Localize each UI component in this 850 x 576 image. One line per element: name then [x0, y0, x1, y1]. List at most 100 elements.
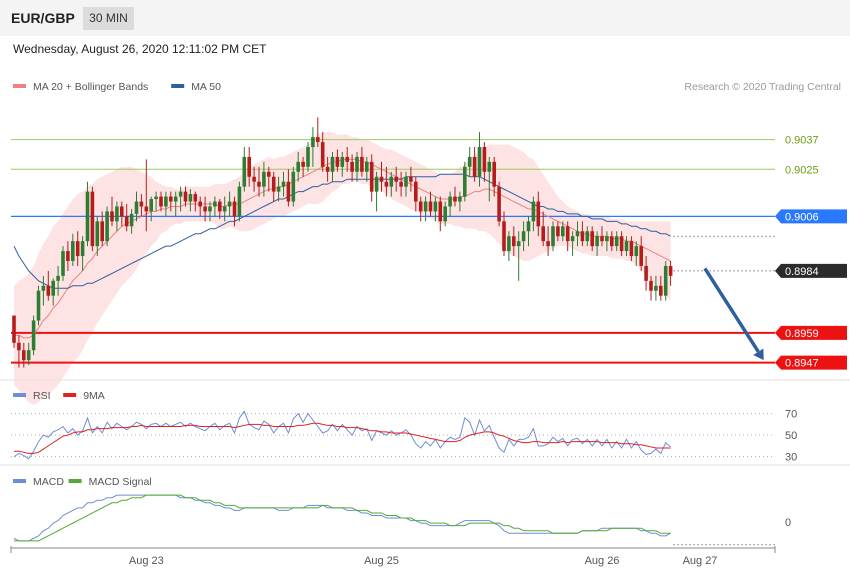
candle-body	[271, 176, 276, 192]
candle	[610, 231, 614, 252]
candle	[644, 256, 648, 291]
candle	[374, 171, 379, 212]
candle-body	[311, 137, 315, 147]
candle	[90, 186, 95, 252]
candle-body	[218, 201, 222, 212]
candle-body	[247, 156, 251, 177]
candle	[17, 335, 21, 368]
candle	[595, 231, 599, 257]
last-price-tag-bg	[775, 263, 847, 278]
candle-body	[198, 201, 202, 207]
legend-label-0: MA 20 + Bollinger Bands	[33, 81, 148, 93]
candle	[144, 159, 149, 232]
level-label-0: 0.9037	[785, 135, 819, 147]
candle	[164, 191, 168, 217]
candle	[120, 201, 124, 227]
candle-body	[56, 275, 60, 281]
candle	[325, 156, 330, 182]
candle	[414, 176, 418, 212]
bollinger-band	[14, 132, 671, 405]
candle	[193, 191, 198, 212]
candle-body	[649, 280, 653, 291]
macd_signal-line	[14, 494, 671, 542]
candle	[614, 231, 619, 252]
candle-body	[414, 181, 418, 202]
candle	[443, 201, 447, 227]
rsi-tick-label: 50	[785, 430, 797, 442]
legend-swatch-1	[171, 84, 185, 88]
candle-body	[654, 285, 658, 291]
candle-body	[365, 161, 369, 172]
level-tag-4: 0.8947	[775, 355, 847, 370]
candle-body	[22, 350, 26, 361]
candle	[178, 186, 183, 212]
candle	[296, 151, 300, 182]
candle	[546, 226, 550, 257]
rsi-line	[13, 410, 671, 460]
candle	[531, 196, 536, 232]
candle-body	[639, 246, 643, 266]
candle	[423, 196, 428, 222]
candle	[291, 166, 296, 207]
candle	[159, 191, 163, 212]
candle-body	[512, 236, 516, 247]
rsi-legend-label-0: RSI	[33, 390, 51, 402]
candle	[173, 191, 178, 217]
candle	[619, 231, 624, 257]
candle-body	[222, 206, 227, 212]
candle	[237, 181, 242, 222]
x-tick-label: Aug 26	[585, 555, 620, 567]
timeframe-badge[interactable]: 30 MIN	[83, 7, 134, 30]
candle-body	[614, 236, 619, 247]
candle	[257, 166, 261, 197]
candle-body	[232, 201, 237, 217]
candle-body	[203, 206, 207, 212]
datetime-label: Wednesday, August 26, 2020 12:11:02 PM C…	[13, 42, 267, 56]
candle	[472, 147, 477, 182]
candle	[276, 176, 281, 202]
candle-body	[551, 226, 555, 247]
candle-body	[208, 206, 212, 212]
candle-body	[17, 342, 21, 351]
candle-body	[467, 156, 472, 167]
candle	[394, 166, 398, 192]
candle-body	[384, 181, 389, 187]
candle-body	[267, 171, 271, 177]
candle-body	[340, 156, 345, 167]
candle	[654, 275, 658, 301]
candle-body	[75, 241, 80, 257]
candle	[71, 233, 75, 266]
candle	[379, 161, 384, 192]
candle	[134, 191, 139, 222]
candle	[565, 221, 570, 252]
candle	[12, 315, 16, 348]
level-tag-3: 0.8959	[775, 325, 847, 340]
candle-body	[213, 201, 217, 207]
candle-body	[629, 241, 634, 257]
rsi-legend-label-1: 9MA	[83, 390, 105, 402]
candle-body	[443, 206, 447, 222]
candle-body	[453, 196, 457, 202]
candle	[208, 201, 212, 222]
candle	[26, 342, 31, 366]
candle	[340, 151, 345, 177]
candle	[139, 194, 144, 217]
candle	[267, 166, 271, 192]
x-tick-label: Aug 27	[683, 555, 718, 567]
candle-body	[105, 211, 109, 242]
candle	[232, 196, 237, 227]
candle	[56, 265, 60, 296]
candle-body	[404, 176, 408, 187]
candle	[183, 186, 188, 207]
candle	[355, 151, 359, 182]
candle-body	[66, 251, 70, 261]
candle-body	[12, 315, 16, 343]
candle-body	[124, 216, 129, 227]
candle	[213, 196, 217, 217]
candle-body	[71, 241, 75, 261]
candle	[629, 236, 634, 261]
candle-body	[409, 176, 413, 182]
candle	[575, 221, 580, 247]
candle-body	[619, 236, 624, 252]
candle-body	[595, 236, 599, 247]
